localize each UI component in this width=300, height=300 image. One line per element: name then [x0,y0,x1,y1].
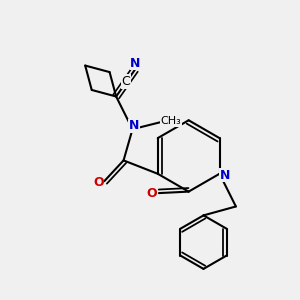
Text: O: O [93,176,104,189]
Text: CH₃: CH₃ [161,116,182,126]
Text: N: N [220,169,230,182]
Text: N: N [130,57,141,70]
Text: C: C [122,75,130,88]
Text: N: N [129,119,139,132]
Text: O: O [146,187,157,200]
